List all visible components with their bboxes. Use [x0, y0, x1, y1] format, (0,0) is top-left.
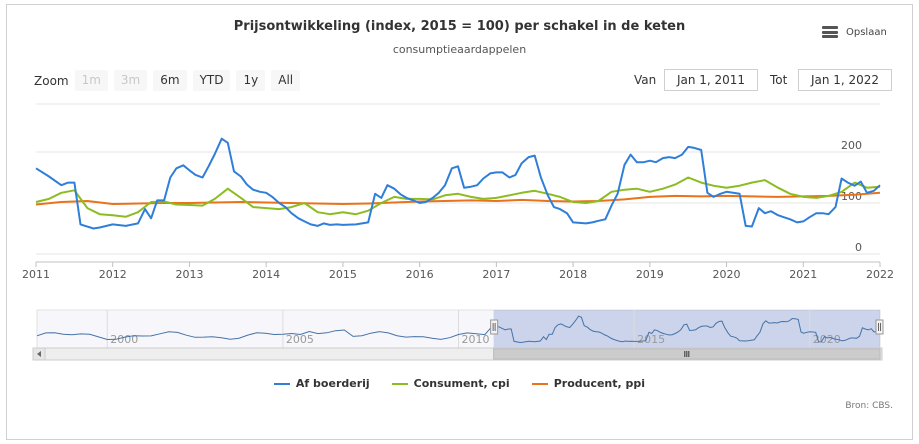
legend-label-producent: Producent, ppi [553, 377, 646, 390]
legend-line-producent [531, 382, 548, 385]
range-to-label: Tot [770, 73, 788, 87]
zoom-1m-button[interactable]: 1m [74, 70, 108, 91]
zoom-6m-button[interactable]: 6m [153, 70, 187, 91]
legend-item-af-boerderij[interactable]: Af boerderij [273, 377, 370, 390]
zoom-ytd-button[interactable]: YTD [192, 70, 231, 91]
zoom-3m-button[interactable]: 3m [113, 70, 148, 91]
credits: Bron: CBS. [845, 401, 893, 411]
legend: Af boerderij Consument, cpi Producent, p… [0, 377, 919, 390]
legend-line-consument [391, 382, 408, 385]
export-menu-button[interactable]: Opslaan [822, 26, 887, 38]
range-from-input[interactable]: Jan 1, 2011 [664, 69, 758, 91]
range-from-label: Van [634, 73, 657, 87]
legend-item-consument[interactable]: Consument, cpi [391, 377, 510, 390]
zoom-selector: Zoom 1m 3m 6m YTD 1y All [34, 70, 306, 91]
zoom-1y-button[interactable]: 1y [236, 70, 266, 91]
range-to-input[interactable]: Jan 1, 2022 [798, 69, 892, 91]
legend-label-af-boerderij: Af boerderij [295, 377, 370, 390]
zoom-all-button[interactable]: All [271, 70, 301, 91]
chart-subtitle: consumptieaardappelen [392, 43, 527, 56]
legend-item-producent[interactable]: Producent, ppi [531, 377, 646, 390]
export-menu-label: Opslaan [846, 26, 887, 38]
legend-label-consument: Consument, cpi [413, 377, 510, 390]
hamburger-menu-icon [822, 26, 838, 38]
legend-line-af-boerderij [273, 382, 290, 385]
zoom-label: Zoom [34, 73, 69, 88]
chart-title: Prijsontwikkeling (index, 2015 = 100) pe… [233, 19, 686, 34]
